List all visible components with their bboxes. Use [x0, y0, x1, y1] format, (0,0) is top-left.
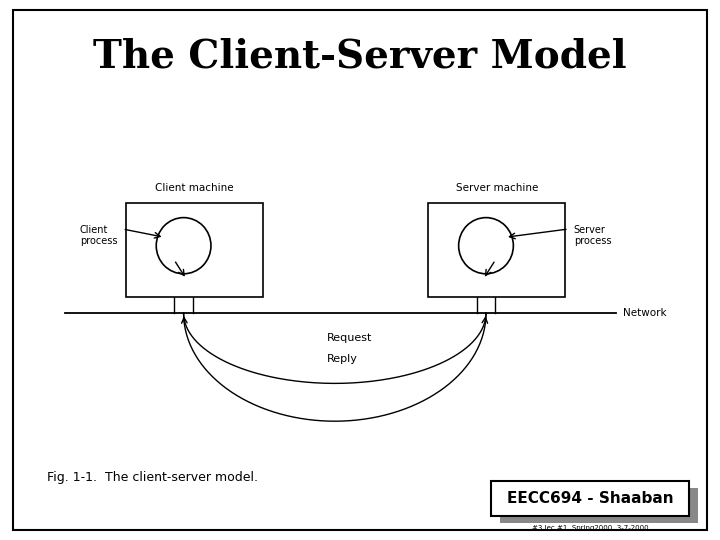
Bar [126, 202, 263, 297]
Bar [428, 202, 565, 297]
Bar [500, 488, 698, 523]
Text: Network: Network [623, 308, 667, 318]
Text: Fig. 1-1.  The client-server model.: Fig. 1-1. The client-server model. [47, 471, 258, 484]
Text: EECC694 - Shaaban: EECC694 - Shaaban [507, 491, 673, 505]
Text: Request: Request [326, 333, 372, 343]
Bar [491, 481, 689, 516]
Text: The Client-Server Model: The Client-Server Model [93, 38, 627, 76]
Text: Server
process: Server process [574, 225, 611, 246]
Text: Client
process: Client process [80, 225, 117, 246]
Text: Server machine: Server machine [456, 183, 538, 193]
Text: #3 lec #1  Spring2000  3-7-2000: #3 lec #1 Spring2000 3-7-2000 [532, 525, 649, 531]
Text: Client machine: Client machine [155, 183, 234, 193]
Text: Reply: Reply [327, 354, 357, 363]
